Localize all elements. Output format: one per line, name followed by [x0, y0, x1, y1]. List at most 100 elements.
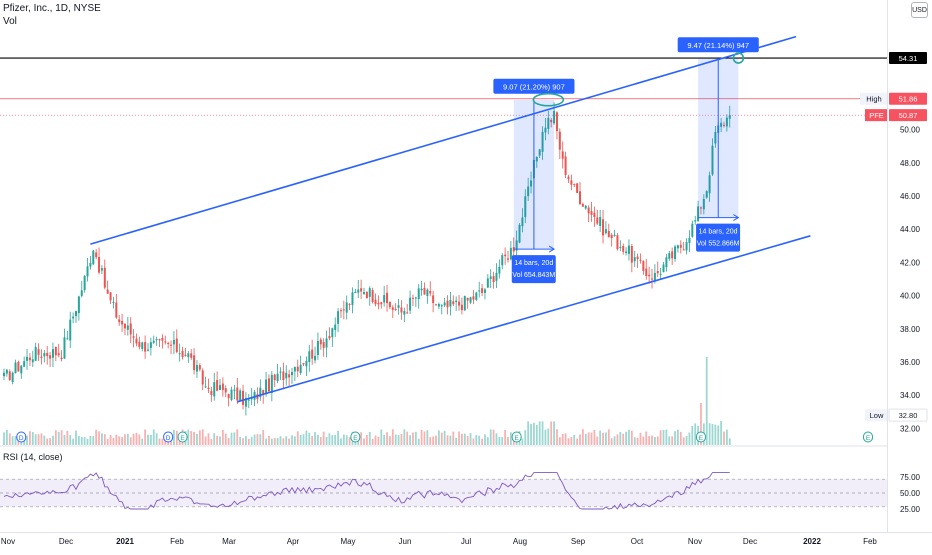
currency-button[interactable]: USD [911, 2, 928, 18]
time-axis-label: Nov [1, 537, 15, 546]
volume-legend[interactable]: Vol [3, 16, 17, 27]
candle-body [507, 258, 509, 260]
candle-body [167, 342, 170, 345]
candle-body [11, 372, 14, 383]
volume-bar [230, 432, 233, 445]
candle-body [555, 112, 558, 132]
volume-bar [636, 437, 639, 445]
event-marker-E [177, 431, 188, 443]
volume-bar [486, 437, 489, 445]
candle-body [377, 302, 380, 305]
candle-body [469, 297, 472, 303]
volume-bar [173, 429, 175, 445]
candle-body [247, 399, 250, 401]
candle-body [616, 235, 619, 250]
volume-bar [190, 431, 193, 445]
volume-bar [685, 436, 688, 445]
volume-bar [463, 433, 466, 445]
volume-bar [245, 436, 247, 445]
volume-bar [253, 434, 256, 445]
volume-bar [677, 429, 679, 445]
candle-body [599, 217, 602, 226]
volume-bar [579, 434, 581, 445]
candle-body [501, 255, 504, 266]
candle-body [403, 311, 406, 315]
candle-body [54, 346, 57, 356]
candle-body [558, 131, 561, 150]
candle-body [645, 268, 648, 276]
candle-body [619, 246, 622, 248]
volume-bar [101, 433, 103, 445]
candle-body [112, 301, 115, 303]
candle-body [103, 267, 106, 288]
candle-body [109, 292, 112, 301]
volume-bar [484, 434, 486, 445]
rsi-scale-tick: 25.00 [900, 505, 921, 514]
candle-body [521, 217, 524, 227]
volume-bar [498, 437, 501, 445]
candle-body [175, 338, 178, 353]
time-axis-label: Sep [571, 537, 586, 546]
volume-bar [446, 435, 449, 445]
symbol-legend[interactable]: Pfizer, Inc., 1D, NYSE [3, 3, 101, 14]
volume-bar [492, 429, 495, 445]
candle-body [100, 268, 103, 271]
candle-body [613, 235, 616, 237]
volume-bar [400, 434, 403, 445]
volume-bar [40, 433, 43, 445]
candle-body [538, 149, 541, 156]
volume-bar [386, 432, 388, 445]
volume-bar [495, 433, 498, 445]
candle-body [723, 124, 725, 126]
range2-top-label: 9.47 (21.14%) 947 [687, 41, 749, 50]
candle-body [685, 242, 688, 251]
candle-body [518, 224, 521, 243]
volume-bar [558, 437, 561, 445]
volume-bar [311, 435, 314, 445]
candle-body [147, 349, 149, 351]
volume-bar [581, 429, 584, 445]
event-marker-label: E [866, 435, 871, 442]
candle-body [625, 251, 628, 254]
time-axis-label: Dec [59, 537, 73, 546]
rsi-scale-tick: 75.00 [900, 473, 921, 482]
volume-bar [293, 436, 296, 445]
volume-bar [158, 438, 161, 445]
candle-body [527, 186, 530, 197]
rsi-legend[interactable]: RSI (14, close) [3, 452, 63, 462]
volume-bar [305, 430, 308, 445]
volume-bar [576, 438, 579, 445]
candle-body [69, 319, 72, 341]
volume-bar [720, 421, 723, 445]
last-price-badge-tag-text: PFE [869, 111, 884, 120]
candle-body [374, 299, 377, 305]
candle-body [550, 119, 553, 123]
time-axis-label: Aug [513, 537, 527, 546]
candle-body [679, 244, 682, 248]
candle-body [305, 361, 308, 367]
candle-body [316, 341, 319, 356]
range2-bottom-label-box [696, 223, 741, 252]
candle-body [80, 290, 83, 296]
last-price-badge-text: 50.87 [899, 111, 918, 120]
candle-body [604, 229, 607, 234]
volume-bar [461, 433, 463, 445]
price-scale-tick: 38.00 [900, 325, 921, 334]
volume-bar [118, 436, 121, 445]
volume-bar [77, 436, 80, 445]
volume-bar [610, 438, 613, 445]
candle-body [417, 288, 420, 300]
candle-body [452, 301, 455, 305]
volume-bar [509, 432, 512, 445]
candle-body [610, 234, 613, 238]
candle-body [210, 390, 213, 396]
resistance-line-badge [889, 52, 927, 65]
volume-bar [112, 437, 115, 445]
volume-bar [564, 433, 567, 445]
candle-body [198, 365, 201, 370]
candle-body [651, 278, 653, 280]
time-axis-label: Jul [461, 537, 471, 546]
candle-body [37, 349, 40, 355]
